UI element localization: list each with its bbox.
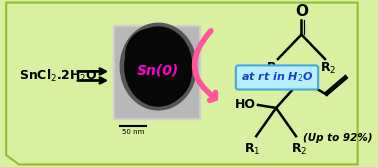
Text: 50 nm: 50 nm: [122, 129, 144, 135]
Text: HO: HO: [235, 98, 256, 111]
FancyBboxPatch shape: [236, 65, 318, 90]
Ellipse shape: [136, 46, 191, 102]
Bar: [115, 27, 198, 117]
Text: at rt in H$_2$O: at rt in H$_2$O: [241, 71, 313, 84]
Ellipse shape: [126, 29, 191, 104]
Text: R$_2$: R$_2$: [291, 142, 308, 157]
Ellipse shape: [120, 23, 197, 110]
Text: Sn(0): Sn(0): [137, 63, 180, 77]
Text: R$_1$: R$_1$: [244, 142, 261, 157]
Text: R$_2$: R$_2$: [321, 61, 337, 76]
Text: (Up to 92%): (Up to 92%): [303, 133, 372, 143]
Polygon shape: [6, 3, 358, 164]
Text: SnCl$_2$.2H$_2$O: SnCl$_2$.2H$_2$O: [19, 68, 98, 84]
Bar: [113, 25, 200, 119]
Ellipse shape: [125, 27, 192, 106]
Text: O: O: [295, 5, 308, 20]
Ellipse shape: [126, 29, 177, 82]
Text: R$_1$: R$_1$: [266, 61, 282, 76]
